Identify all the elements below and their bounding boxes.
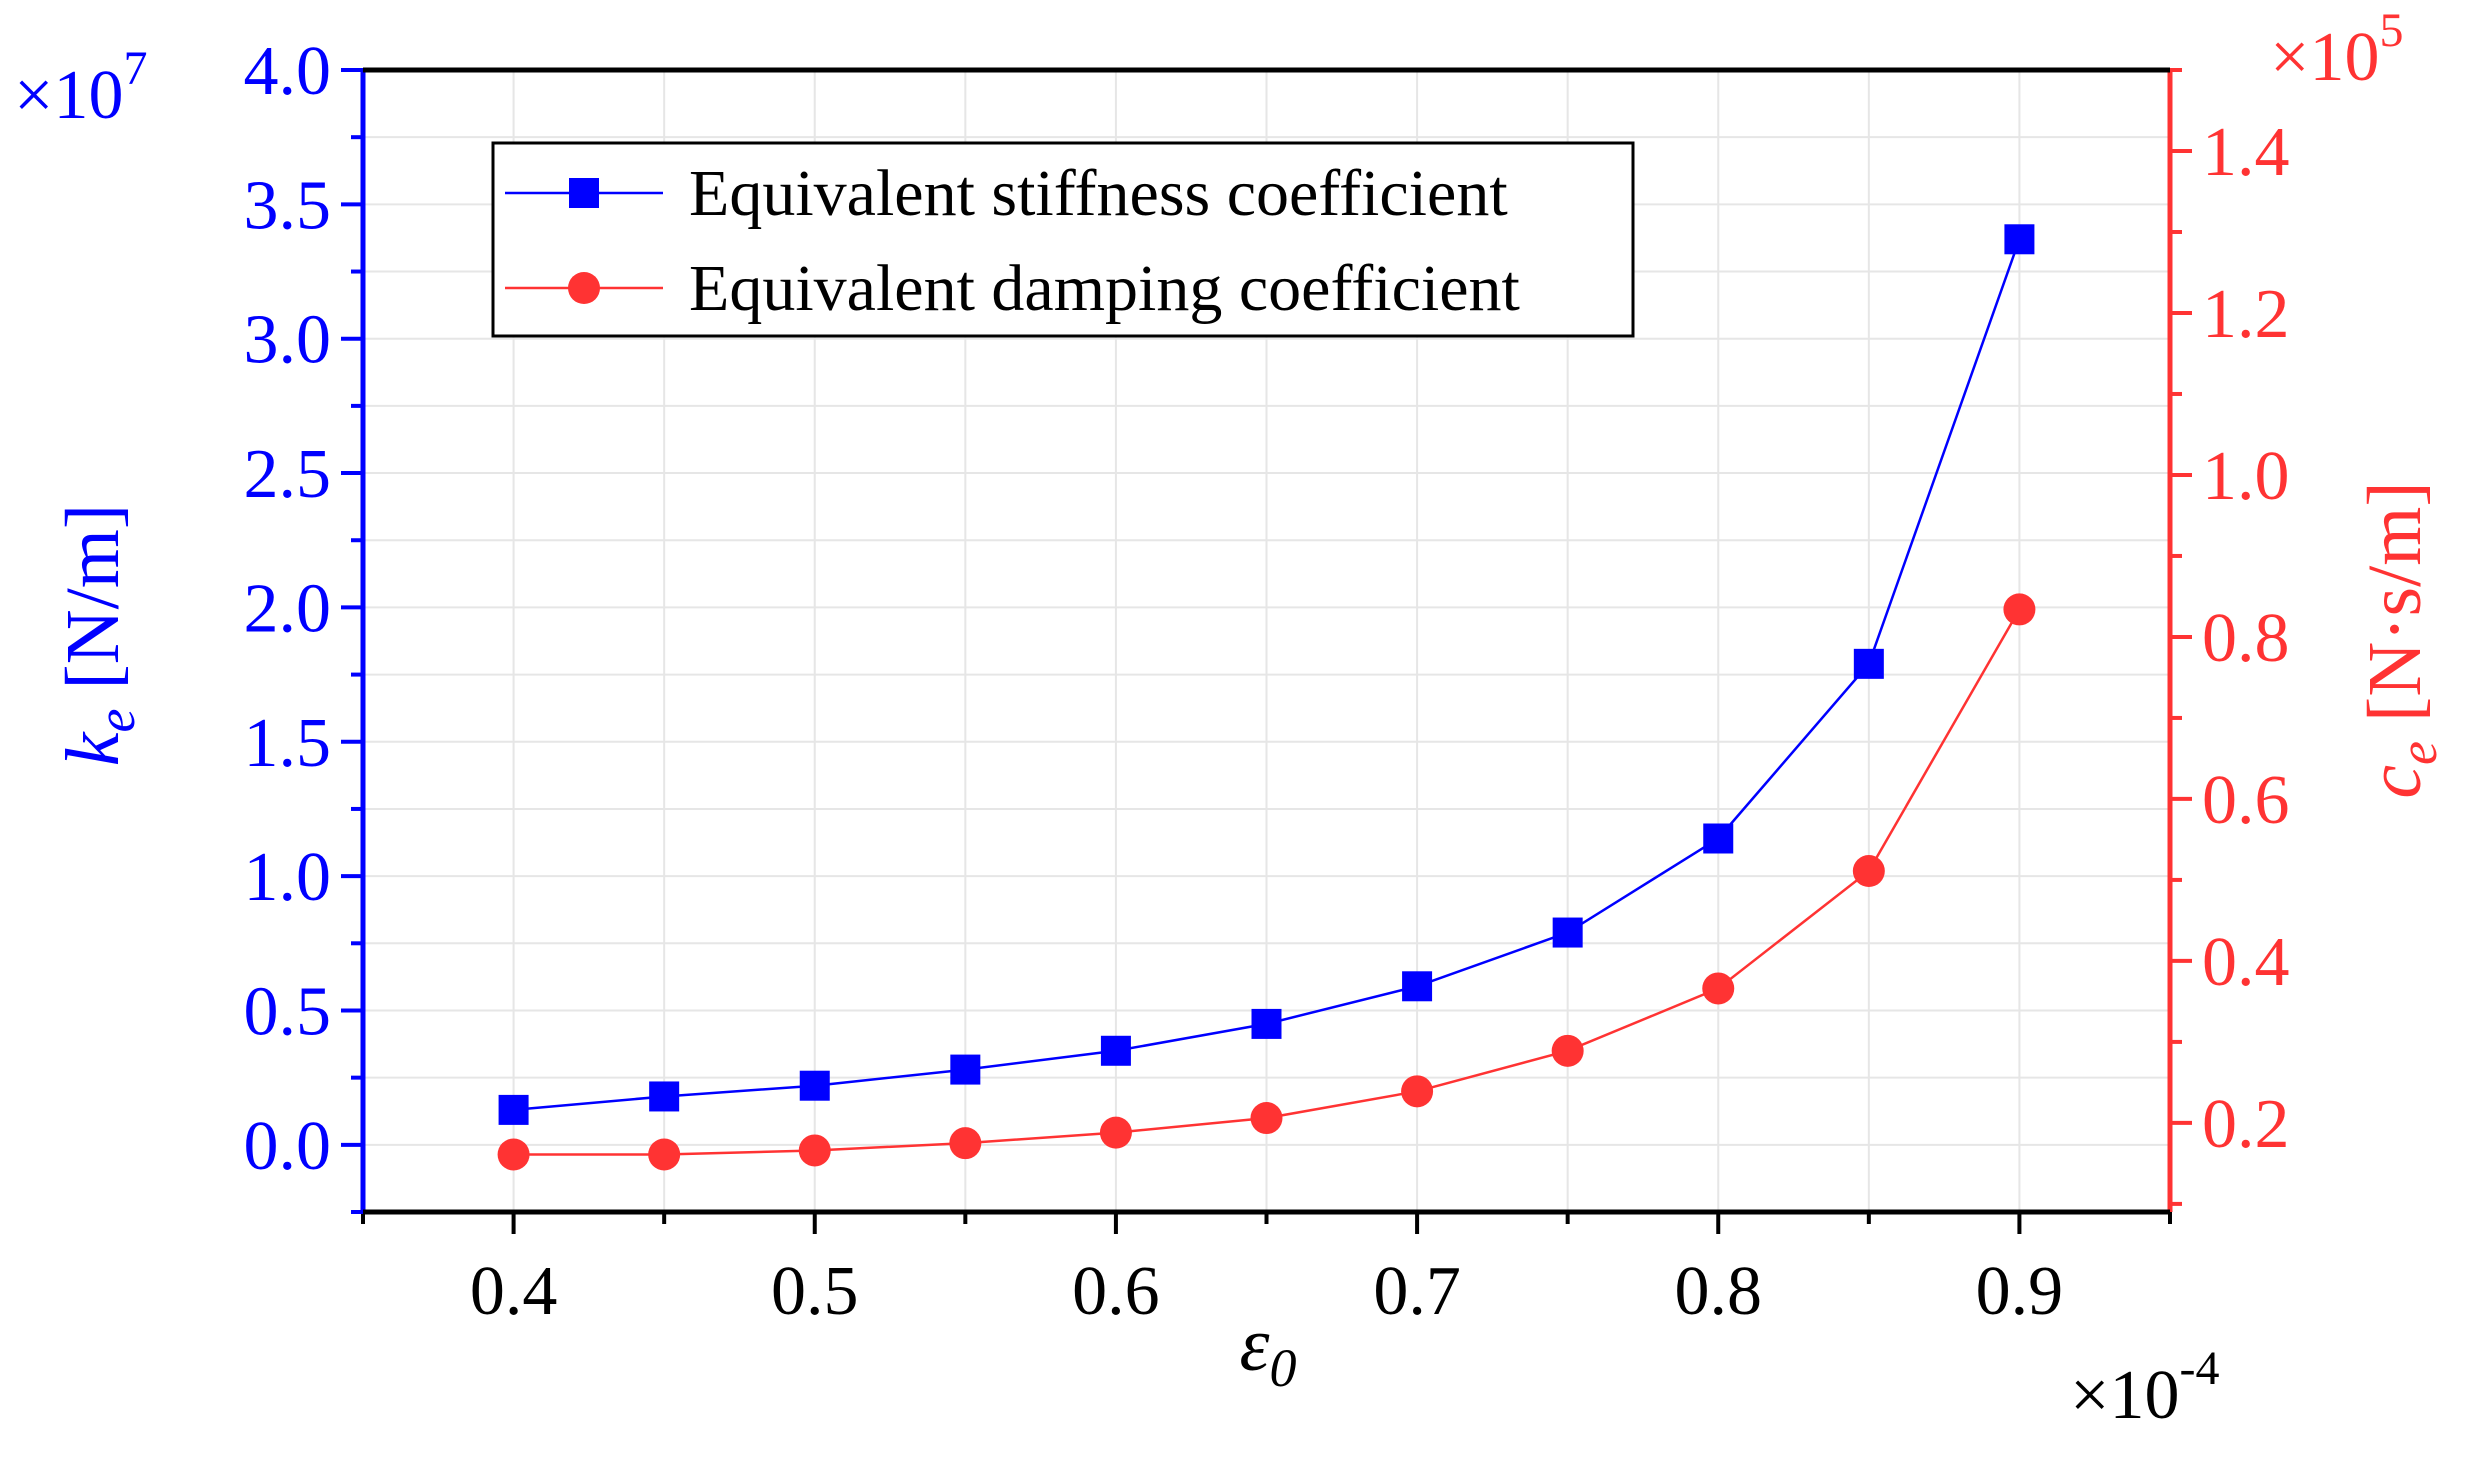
legend-marker-square xyxy=(569,178,599,208)
x-axis-multiplier: ×10-4 xyxy=(2070,1342,2219,1434)
data-point-square xyxy=(1251,1008,1282,1039)
right-axis-multiplier-base: ×10 xyxy=(2270,19,2379,96)
series-layer xyxy=(497,224,2036,1171)
left-tick-label: 0.5 xyxy=(244,973,332,1050)
right-axis-title-unit: [N·s/m] xyxy=(2353,481,2437,741)
right-axis-title-subscript: e xyxy=(2388,741,2448,765)
data-point-circle xyxy=(1250,1102,1283,1135)
right-axis-title: ce [N·s/m] xyxy=(2353,481,2448,798)
data-point-square xyxy=(1552,917,1583,948)
x-tick-label: 0.4 xyxy=(470,1253,558,1330)
x-tick-label: 0.9 xyxy=(1976,1253,2064,1330)
right-axis-multiplier-exponent: 5 xyxy=(2379,4,2403,57)
x-tick-label: 0.8 xyxy=(1675,1253,1763,1330)
data-point-square xyxy=(1402,971,1433,1002)
x-tick-label: 0.6 xyxy=(1072,1253,1160,1330)
x-axis-multiplier-exponent: -4 xyxy=(2179,1342,2219,1395)
data-point-circle xyxy=(648,1138,681,1171)
x-axis-multiplier-base: ×10 xyxy=(2070,1357,2179,1434)
legend-marker-circle xyxy=(568,272,600,304)
legend-entry-label: Equivalent stiffness coefficient xyxy=(689,157,1508,230)
x-axis-title-symbol: ε xyxy=(1240,1303,1270,1387)
left-tick-label: 1.0 xyxy=(244,839,332,916)
left-tick-label: 1.5 xyxy=(244,705,332,782)
right-tick-label: 0.6 xyxy=(2202,762,2290,839)
left-axis-title: ke [N/m] xyxy=(51,504,146,766)
right-tick-label: 0.8 xyxy=(2202,600,2290,677)
right-tick-label: 0.4 xyxy=(2202,924,2290,1001)
left-axis-multiplier-base: ×10 xyxy=(14,57,123,134)
right-tick-label: 1.0 xyxy=(2202,438,2290,515)
left-axis-title-symbol: k xyxy=(51,731,135,766)
right-tick-label: 1.2 xyxy=(2202,276,2290,353)
series-damping xyxy=(497,593,2036,1171)
left-axis-title-unit: [N/m] xyxy=(51,504,135,709)
x-tick-label: 0.5 xyxy=(771,1253,859,1330)
left-tick-label: 0.0 xyxy=(244,1108,332,1185)
data-point-square xyxy=(498,1094,529,1125)
data-point-square xyxy=(2004,224,2035,255)
data-point-circle xyxy=(1702,972,1735,1005)
data-point-circle xyxy=(2003,593,2036,626)
left-tick-label: 3.0 xyxy=(244,302,332,379)
right-tick-label: 1.4 xyxy=(2202,114,2290,191)
x-axis-title-subscript: 0 xyxy=(1269,1338,1296,1398)
data-point-circle xyxy=(1099,1116,1132,1149)
left-tick-label: 4.0 xyxy=(244,33,332,110)
data-point-circle xyxy=(1401,1075,1434,1108)
data-point-square xyxy=(1853,648,1884,679)
data-point-square xyxy=(1703,823,1734,854)
left-tick-label: 3.5 xyxy=(244,167,332,244)
axes: 0.4 0.5 0.6 0.7 0.8 0.9 0.0 0.5 1.0 1.5 2.0 2.5 3.0 3… xyxy=(244,33,2290,1330)
data-point-circle xyxy=(1551,1034,1584,1067)
series-stiffness xyxy=(498,224,2035,1125)
data-point-circle xyxy=(949,1127,982,1160)
left-axis-multiplier: ×107 xyxy=(14,42,147,134)
x-axis-title: ε0 xyxy=(1240,1303,1297,1398)
right-tick-label: 0.2 xyxy=(2202,1086,2290,1163)
data-point-square xyxy=(950,1054,981,1085)
data-point-square xyxy=(799,1070,830,1101)
right-axis-multiplier: ×105 xyxy=(2270,4,2403,96)
legend-entry-label: Equivalent damping coefficient xyxy=(689,252,1520,325)
x-tick-label: 0.7 xyxy=(1373,1253,1461,1330)
data-point-circle xyxy=(798,1134,831,1167)
right-axis-title-symbol: c xyxy=(2353,765,2437,799)
data-point-circle xyxy=(1852,855,1885,888)
legend-box xyxy=(491,141,1635,338)
legend: Equivalent stiffness coefficient Equivale… xyxy=(491,141,1635,338)
data-point-square xyxy=(649,1081,680,1112)
left-axis-title-subscript: e xyxy=(86,709,146,733)
data-point-circle xyxy=(497,1138,530,1171)
left-tick-label: 2.0 xyxy=(244,570,332,647)
left-axis-multiplier-exponent: 7 xyxy=(123,42,147,95)
left-tick-label: 2.5 xyxy=(244,436,332,513)
data-point-square xyxy=(1100,1035,1131,1066)
